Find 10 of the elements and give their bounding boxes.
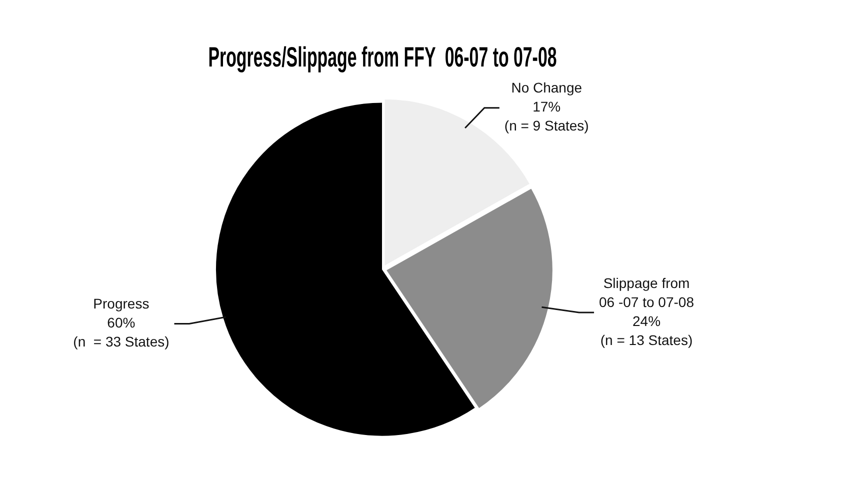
data-label: 24% [632,312,661,329]
slice-label: Progress [93,296,150,312]
data-label: 17% [532,98,561,115]
text: (n = 13 States) [600,332,693,348]
text: (n = 9 States) [504,118,589,134]
slice-label: Slippage from 06 -07 to 07-08 [599,274,694,310]
data-label: 60% [107,314,136,331]
chart-title: Progress/Slippage from FFY 06-07 to 07-08 [208,41,557,73]
slice-label: No Change [511,80,582,96]
text: (n = 33 States) [73,334,170,350]
